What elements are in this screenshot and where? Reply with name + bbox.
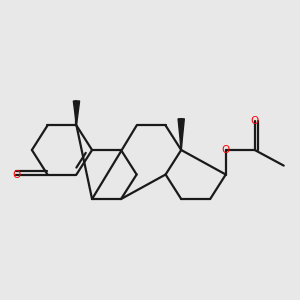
Polygon shape: [178, 119, 184, 150]
Text: O: O: [222, 145, 230, 155]
Text: O: O: [12, 169, 20, 179]
Text: O: O: [250, 116, 259, 126]
Polygon shape: [73, 101, 80, 125]
